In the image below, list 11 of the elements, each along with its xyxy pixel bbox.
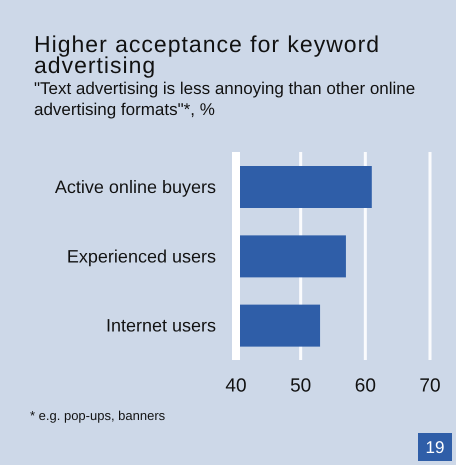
x-tick-label: 70 [419,375,441,396]
chart-title: Higher acceptance for keyword advertising [34,31,382,78]
chart-subtitle: "Text advertising is less annoying than other online advertising formats"*, % [34,78,416,120]
y-tick-label: Internet users [106,316,216,336]
x-tick-label: 60 [354,375,376,396]
text: 19 [418,433,452,461]
y-tick-label: Active online buyers [54,177,216,198]
y-tick-label: Experienced users [66,246,216,266]
text: * e.g. pop-ups, banners [30,408,166,423]
x-tick-label: 40 [225,375,247,396]
x-tick-label: 50 [290,375,312,396]
